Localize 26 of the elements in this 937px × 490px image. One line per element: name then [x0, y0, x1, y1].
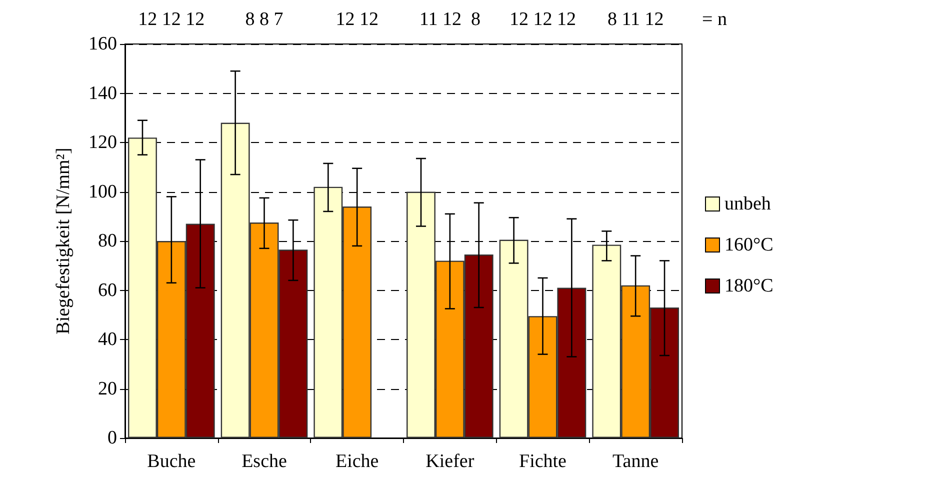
- text: 12 12: [336, 9, 378, 30]
- x-tick-label: Tanne: [612, 451, 659, 472]
- legend-label: 160°C: [724, 234, 774, 256]
- y-tick-label: 120: [88, 132, 117, 153]
- y-tick-label: 140: [88, 82, 117, 104]
- y-tick-label: 60: [98, 280, 117, 301]
- x-tick-label: Kiefer: [426, 451, 475, 472]
- y-tick-label: 100: [88, 181, 117, 202]
- y-tick-label: 20: [98, 378, 117, 400]
- y-tick-label: 0: [108, 428, 117, 448]
- y-tick-label: 80: [98, 230, 117, 252]
- legend-label: unbeh: [724, 194, 772, 214]
- text: 8 11 12: [607, 9, 664, 30]
- legend-label: 180°C: [724, 276, 774, 296]
- x-tick-label: Buche: [147, 451, 196, 472]
- x-tick-label: Fichte: [519, 451, 566, 472]
- text: 8 8 7: [245, 9, 284, 30]
- text: 12 12 12: [510, 9, 576, 30]
- x-tick-label: Esche: [242, 451, 287, 472]
- y-tick-label: 160: [88, 34, 117, 54]
- text: 11 12 8: [419, 9, 480, 30]
- y-axis-title: Biegefestigkeit [N/mm²]: [53, 148, 74, 334]
- text: = n: [702, 9, 728, 30]
- y-tick-label: 40: [98, 329, 117, 350]
- x-tick-label: Eiche: [335, 451, 379, 472]
- text: 12 12 12: [138, 9, 205, 30]
